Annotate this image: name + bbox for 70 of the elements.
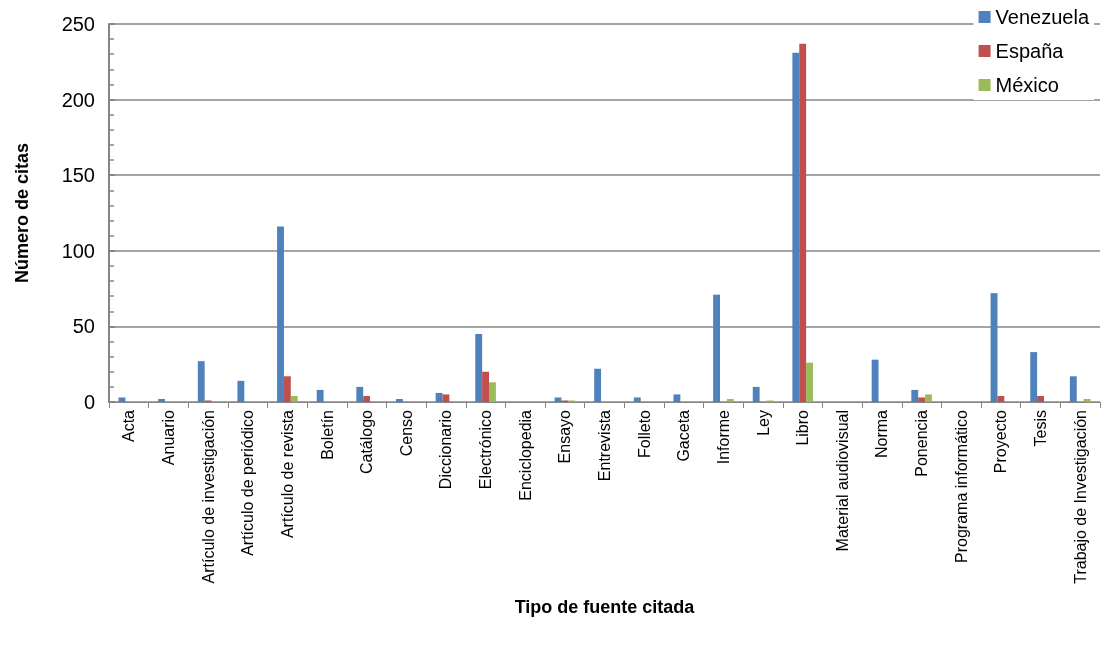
y-tick-label: 200 [61,88,95,111]
x-tick-label: Proyecto [992,409,1010,474]
bar [911,389,919,402]
x-tick-label: Catálogo [358,409,376,475]
y-tick-label: 50 [72,315,95,338]
bar [673,394,681,402]
y-tick-label: 0 [83,391,95,413]
bar [489,382,496,402]
bar [1030,352,1038,402]
legend-label: España [995,40,1065,62]
x-tick-label: Programa informático [952,409,970,563]
x-tick-label: Anuario [159,409,177,466]
bar [752,386,760,402]
bar [197,361,205,402]
x-tick-label: Informe [714,409,732,465]
x-tick-label: Tesis [1032,410,1050,447]
x-tick-label: Norma [873,409,891,459]
bar [290,395,298,402]
bar [435,392,443,402]
bar [925,394,932,402]
y-tick-label: 250 [61,13,95,35]
bar [277,226,284,402]
bar [726,398,734,402]
x-tick-label: Ley [754,410,772,436]
bar [475,333,483,402]
bar [713,294,720,402]
y-tick-label: 150 [61,164,95,187]
bar [356,386,364,402]
x-axis-title: Tipo de fuente citada [514,597,696,617]
bar [871,359,879,402]
bar [792,52,800,402]
x-tick-label: Gaceta [675,409,693,462]
x-tick-label: Electrónico [477,409,495,490]
bar [316,389,324,402]
x-tick-label: Acta [120,409,138,443]
legend-label: México [995,74,1059,96]
x-tick-label: Material audiovisual [833,410,851,552]
x-tick-label: Diccionario [437,409,455,490]
x-tick-label: Artículo de investigación [199,410,217,584]
bar [118,397,126,402]
bar [633,397,641,402]
x-tick-label: Artículo de periódico [239,409,257,556]
y-tick-label: 100 [61,239,95,262]
legend-label: Venezuela [995,6,1090,28]
bar [482,371,490,402]
x-tick-label: Libro [794,409,812,446]
x-tick-label: Ensayo [556,409,574,464]
bar [918,397,926,402]
bar [158,398,166,402]
bar [799,43,807,402]
bar [997,395,1005,402]
bar [1037,395,1044,402]
bar [554,397,562,402]
x-tick-label: Entrevista [596,409,613,482]
bar [806,362,814,402]
x-tick-label: Folleto [635,409,653,459]
bar [395,398,403,402]
x-tick-label: Artículo de revista [278,409,296,539]
bar [442,394,450,402]
x-tick-label: Trabajo de Investigación [1071,410,1089,584]
x-tick-label: Boletín [318,410,336,460]
x-tick-label: Ponencia [913,409,931,477]
x-tick-label: Enciclopedia [516,409,534,501]
bar [283,376,291,402]
bar [363,395,371,402]
bar [1069,376,1077,402]
y-axis-title: Número de citas [12,142,32,284]
bar [594,368,602,402]
bar [237,380,245,402]
x-tick-label: Censo [397,409,415,457]
